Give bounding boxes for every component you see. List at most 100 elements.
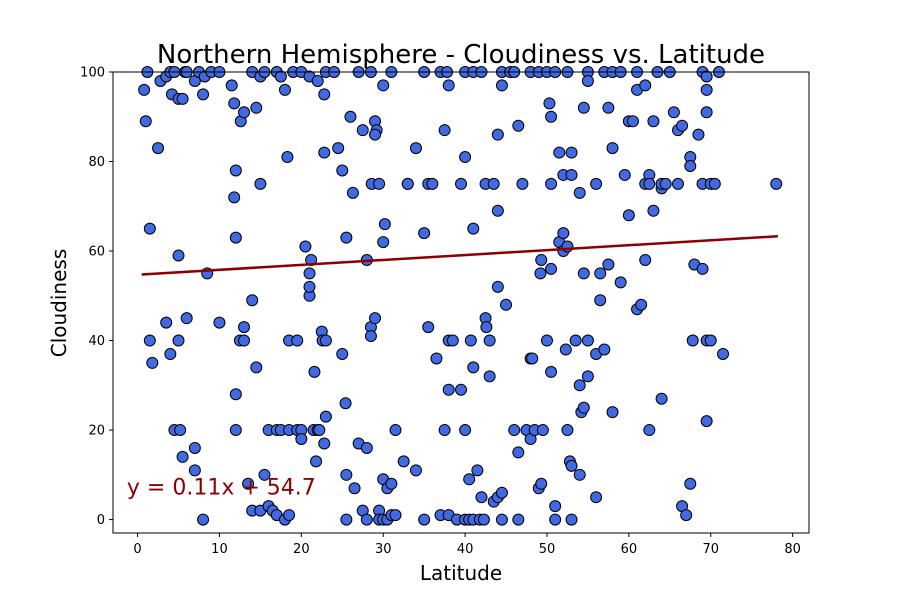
scatter-point [512, 119, 525, 132]
chart-title: Northern Hemisphere - Cloudiness vs. Lat… [157, 40, 765, 70]
scatter-point [696, 262, 709, 275]
scatter-point [258, 468, 271, 481]
scatter-point [577, 267, 590, 280]
scatter-point [594, 294, 607, 307]
scatter-point [508, 424, 521, 437]
scatter-point [700, 83, 713, 96]
scatter-point [464, 334, 477, 347]
scatter-point [152, 142, 165, 155]
scatter-point [225, 79, 238, 92]
scatter-point [565, 146, 578, 159]
scatter-point [602, 101, 615, 114]
scatter-point [229, 164, 242, 177]
scatter-point [680, 509, 693, 522]
scatter-point [676, 119, 689, 132]
scatter-point [622, 209, 635, 222]
scatter-point [667, 106, 680, 119]
scatter-point [143, 334, 156, 347]
scatter-point [143, 222, 156, 235]
scatter-point [545, 365, 558, 378]
scatter-point [246, 294, 259, 307]
x-tick-label: 50 [539, 542, 556, 557]
scatter-point [455, 177, 467, 190]
y-tick-label: 60 [88, 245, 105, 260]
scatter-point [643, 424, 656, 437]
scatter-point [442, 383, 455, 396]
scatter-point [401, 177, 414, 190]
scatter-point [418, 227, 431, 240]
scatter-point [318, 437, 331, 450]
scatter-point [138, 83, 151, 96]
scatter-point [313, 424, 326, 437]
scatter-point [422, 321, 435, 334]
scatter-point [516, 177, 529, 190]
scatter-point [188, 441, 201, 454]
scatter-point [491, 204, 504, 217]
scatter-point [626, 115, 639, 128]
scatter-point [291, 334, 304, 347]
scatter-point [573, 379, 586, 392]
scatter-point [360, 513, 373, 526]
x-tick-label: 70 [702, 542, 719, 557]
y-axis-ticks: 0 20 40 60 80 100 [80, 66, 113, 528]
scatter-point [397, 455, 410, 468]
scatter-point [339, 397, 352, 410]
scatter-point [577, 401, 590, 414]
scatter-point [377, 79, 390, 92]
scatter-point [569, 334, 582, 347]
scatter-point [438, 424, 451, 437]
scatter-point [534, 267, 547, 280]
scatter-point [250, 101, 263, 114]
scatter-point [378, 218, 391, 231]
x-tick-label: 20 [293, 542, 310, 557]
scatter-point [467, 222, 480, 235]
scatter-point [581, 74, 594, 87]
plot-frame [112, 71, 810, 534]
scatter-point [369, 312, 382, 325]
scatter-point [557, 227, 570, 240]
scatter-point [188, 464, 201, 477]
x-tick-label: 80 [784, 542, 801, 557]
x-axis-label: Latitude [420, 561, 502, 585]
scatter-point [385, 477, 398, 490]
scatter-point [471, 464, 484, 477]
scatter-point [512, 513, 525, 526]
scatter-point [606, 406, 619, 419]
scatter-point [540, 334, 553, 347]
scatter-point [274, 70, 287, 83]
scatter-point [438, 124, 451, 137]
y-tick-label: 80 [88, 155, 105, 170]
scatter-point [535, 253, 548, 266]
scatter-point [467, 361, 480, 374]
scatter-point [553, 146, 566, 159]
scatter-point [491, 128, 504, 141]
scatter-point [708, 177, 721, 190]
scatter-point [172, 334, 185, 347]
scatter-point [369, 128, 382, 141]
scatter-point [319, 410, 332, 423]
scatter-point [655, 392, 668, 405]
scatter-point [606, 142, 619, 155]
regression-line [141, 235, 778, 276]
scatter-point [647, 115, 660, 128]
x-tick-label: 40 [457, 542, 474, 557]
scatter-point [639, 253, 652, 266]
scatter-point [409, 464, 422, 477]
scatter-point [686, 334, 699, 347]
scatter-point [340, 231, 353, 244]
scatter-point [418, 513, 431, 526]
regression-equation: y = 0.11x + 54.7 [127, 476, 316, 501]
scatter-point [590, 177, 603, 190]
scatter-point [254, 177, 267, 190]
x-tick-label: 10 [211, 542, 228, 557]
scatter-point [659, 177, 672, 190]
scatter-point [491, 280, 504, 293]
scatter-point [146, 356, 159, 369]
scatter-point [318, 88, 331, 101]
scatter-point [495, 486, 508, 499]
scatter-point [512, 446, 525, 459]
scatter-point [409, 142, 422, 155]
scatter-point [700, 106, 713, 119]
scatter-point [483, 370, 496, 383]
scatter-point [526, 352, 539, 365]
